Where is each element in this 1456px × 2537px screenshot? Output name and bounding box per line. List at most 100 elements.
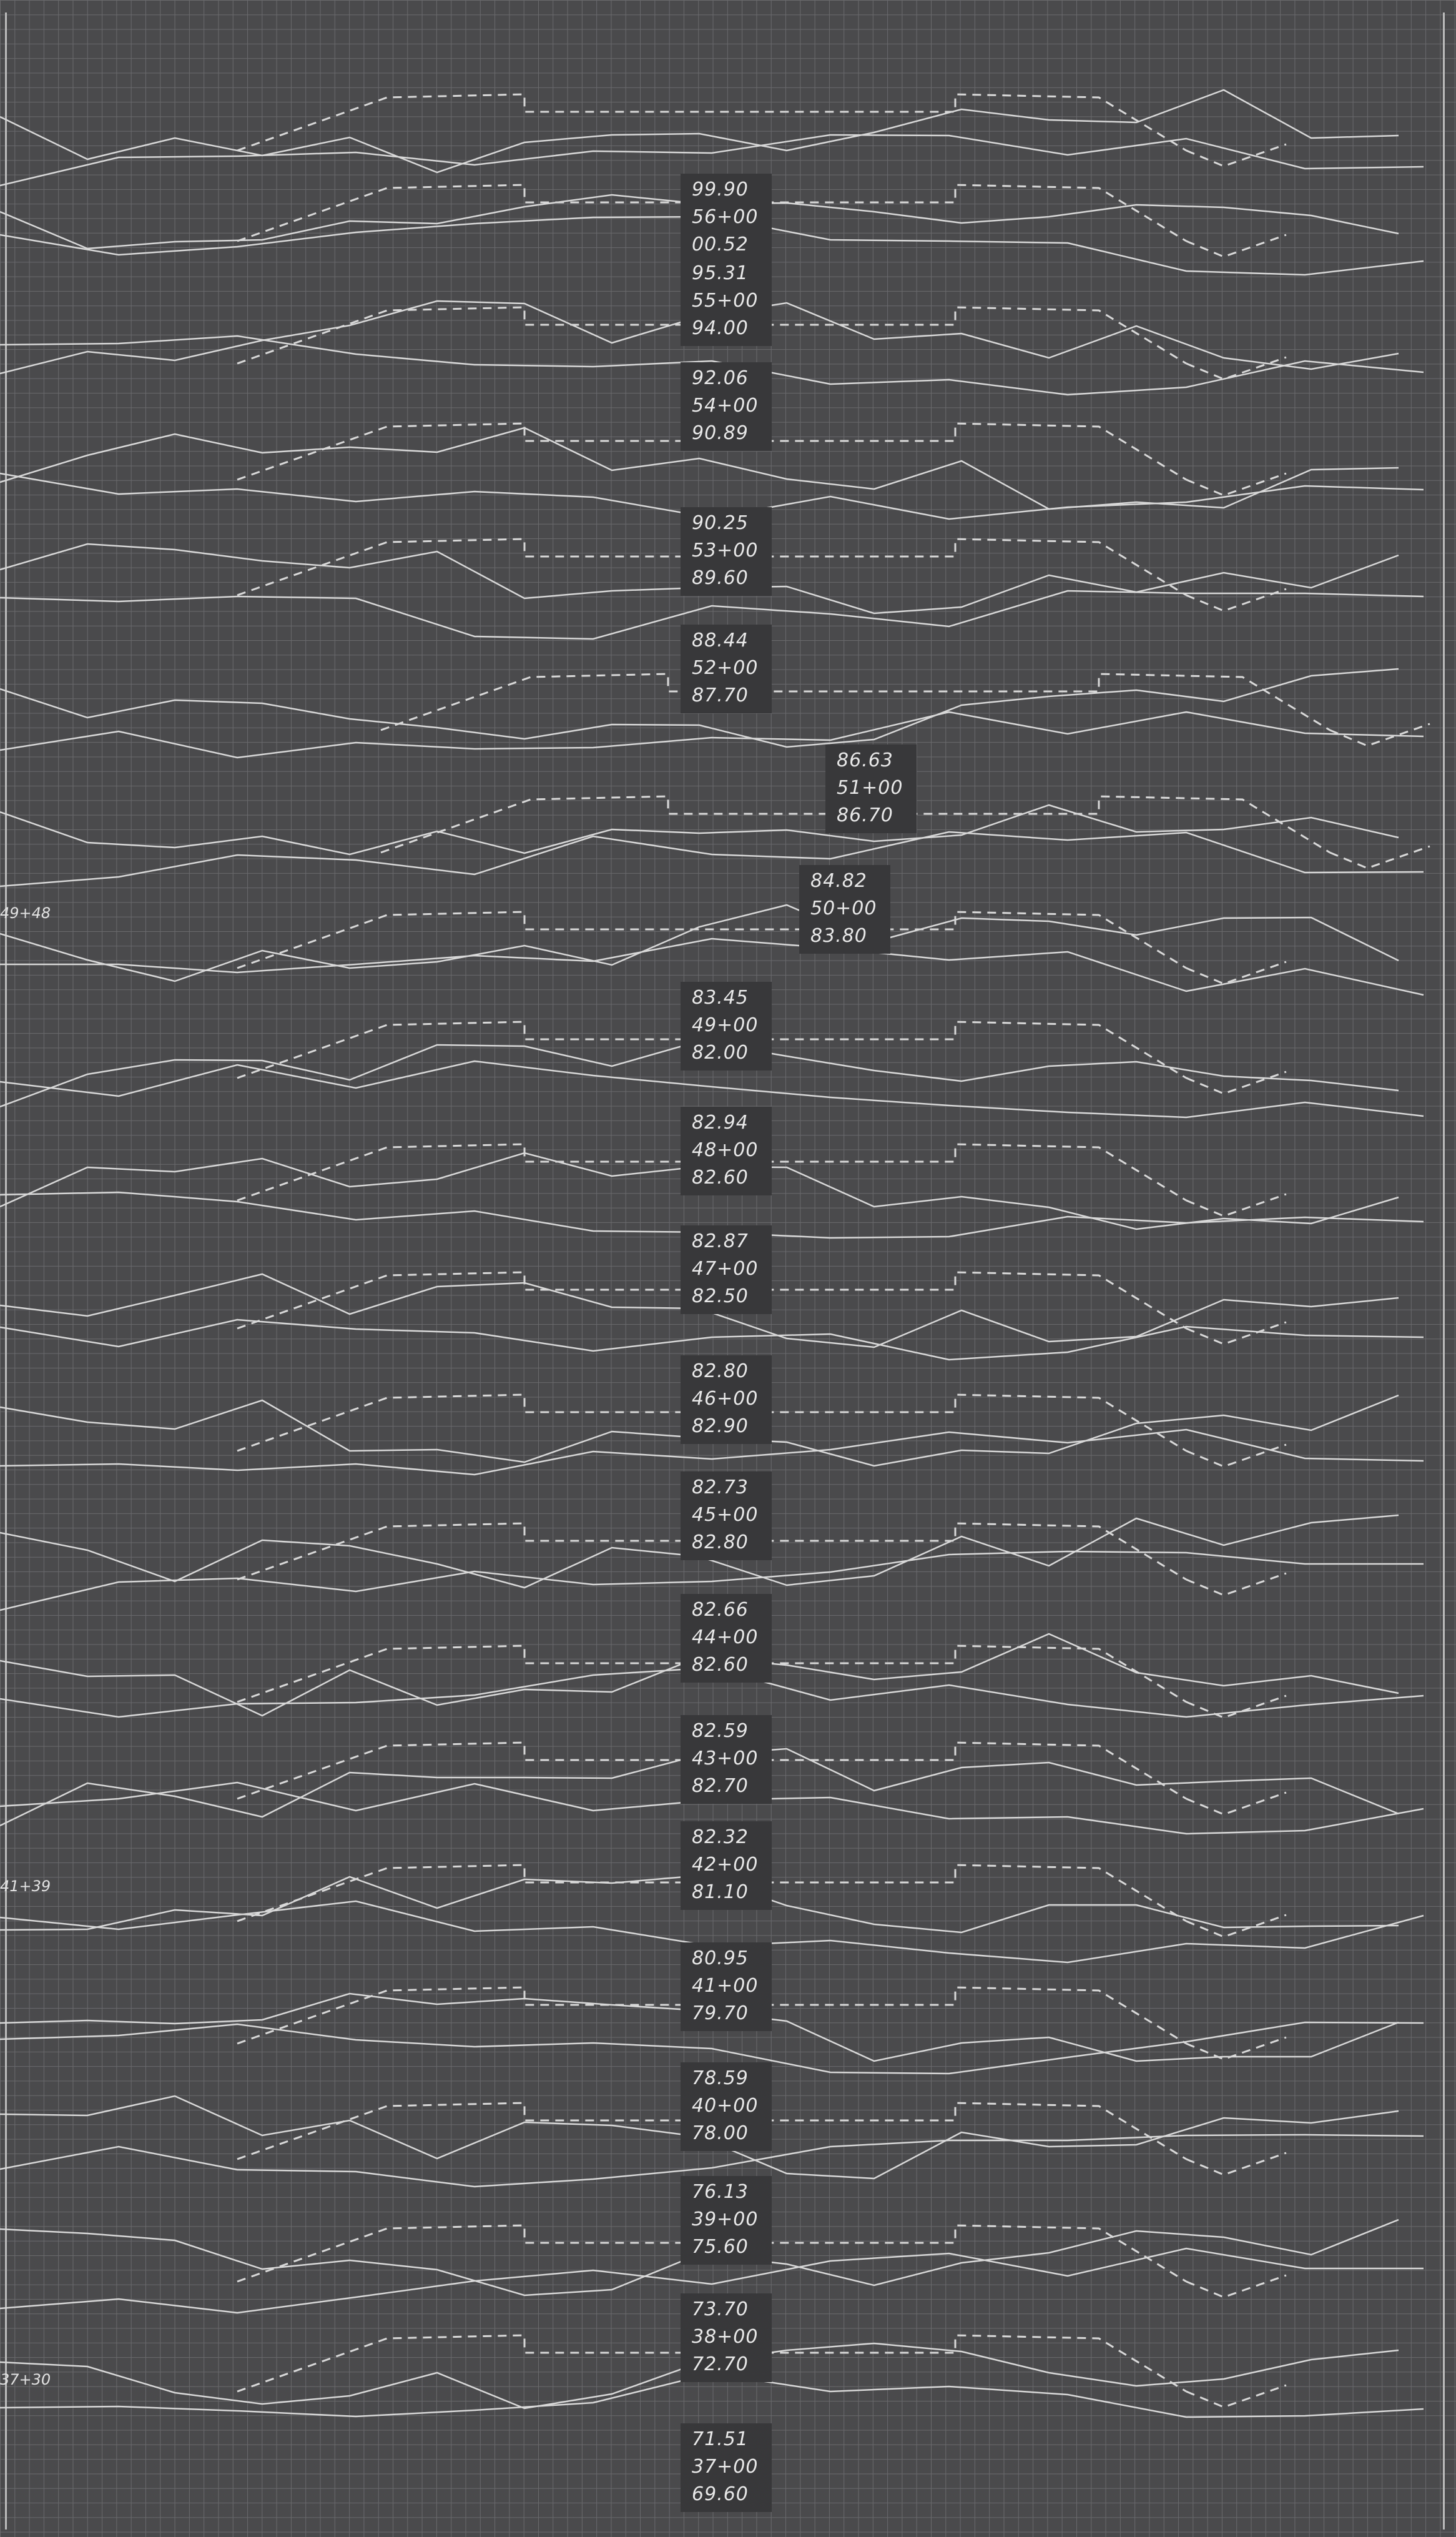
station-number: 52+00 [692,657,759,679]
surface-profile-line [0,1318,1424,1361]
finished-grade-elevation: 73.70 [692,2298,749,2320]
surface-profile-line [0,831,1424,888]
side-station-label: 49+48 [0,904,51,922]
surface-profile-line [0,1060,1424,1119]
section-label-52: 88.44 52+00 87.70 [681,625,772,713]
finished-grade-elevation: 82.94 [692,1112,749,1134]
section-label-50: 84.82 50+00 83.80 [799,865,890,954]
station-number: 50+00 [810,898,877,919]
station-number: 45+00 [692,1504,759,1526]
surface-profile-line [0,2247,1424,2314]
station-number: 43+00 [692,1748,759,1769]
surface-profile-line [0,2134,1424,2188]
section-label-37: 71.51 37+00 69.60 [681,2423,772,2512]
surface-profile-line [0,590,1424,640]
section-label-53: 90.25 53+00 89.60 [681,507,772,596]
ditch-outline [1186,234,1287,258]
section-label-51: 86.63 51+00 86.70 [825,744,917,833]
ground-profile-line [0,668,1399,748]
finished-grade-elevation: 78.59 [692,2067,749,2089]
ground-elevation: 69.60 [692,2483,749,2505]
ditch-outline [1186,1694,1287,1719]
ground-elevation: 72.70 [692,2353,749,2375]
finished-grade-elevation: 88.44 [692,630,749,651]
station-number: 54+00 [692,395,759,417]
finished-grade-elevation: 86.63 [837,749,893,771]
station-number: 51+00 [837,777,903,799]
template-outline [380,673,1331,731]
ground-elevation: 82.70 [692,1775,749,1797]
finished-grade-elevation: 99.90 [692,179,749,200]
surface-profile-line [0,2021,1424,2075]
ditch-outline [1186,472,1287,497]
ditch-outline [1186,961,1287,985]
section-label-46: 82.80 46+00 82.90 [681,1355,772,1444]
surface-profile-line [0,1550,1424,1611]
ditch-outline [1186,2152,1287,2176]
ditch-outline [1186,1572,1287,1596]
finished-grade-elevation: 71.51 [692,2428,749,2450]
ground-elevation: 87.70 [692,685,749,706]
ground-elevation: 90.89 [692,422,749,444]
surface-profile-line [0,711,1424,759]
ground-profile-line [0,427,1399,510]
finished-grade-elevation: 76.13 [692,2181,749,2203]
ground-profile-line [0,904,1399,982]
station-number: 39+00 [692,2208,759,2230]
ditch-outline [1186,2384,1287,2408]
ground-elevation: 82.60 [692,1167,749,1189]
sheet-border [5,12,1445,2530]
ditch-outline [1186,1071,1287,1095]
station-number: 55+00 [692,290,759,312]
ditch-outline [1186,1791,1287,1816]
ground-elevation: 75.60 [692,2236,749,2258]
station-number: 48+00 [692,1139,759,1161]
finished-grade-elevation: 82.59 [692,1720,749,1742]
section-label-49: 83.45 49+00 82.00 [681,982,772,1071]
section-label-44: 82.66 44+00 82.60 [681,1594,772,1683]
surface-profile-line [0,134,1424,187]
finished-grade-elevation: 82.32 [692,1826,749,1848]
ground-elevation: 00.52 [692,234,749,255]
ditch-outline [1329,845,1430,869]
ground-elevation: 82.50 [692,1285,749,1307]
section-label-56: 99.90 56+00 00.52 [681,174,772,262]
ground-elevation: 81.10 [692,1881,749,1903]
section-label-43: 82.59 43+00 82.70 [681,1715,772,1804]
ground-profile-line [0,89,1399,174]
section-label-38: 73.70 38+00 72.70 [681,2293,772,2382]
ground-elevation: 83.80 [810,925,867,947]
ditch-outline [1186,588,1287,612]
ground-elevation: 82.60 [692,1654,749,1676]
section-label-47: 82.87 47+00 82.50 [681,1225,772,1314]
ground-elevation: 86.70 [837,804,893,826]
station-number: 47+00 [692,1258,759,1280]
section-label-41: 80.95 41+00 79.70 [681,1942,772,2031]
ground-elevation: 89.60 [692,567,749,589]
finished-grade-elevation: 82.87 [692,1230,749,1252]
ground-elevation: 78.00 [692,2122,749,2144]
section-label-55: 95.31 55+00 94.00 [681,257,772,346]
station-number: 46+00 [692,1388,759,1410]
section-label-39: 76.13 39+00 75.60 [681,2176,772,2265]
side-station-label: 37+30 [0,2371,51,2388]
finished-grade-elevation: 84.82 [810,870,867,892]
station-number: 38+00 [692,2326,759,2348]
finished-grade-elevation: 92.06 [692,367,749,389]
finished-grade-elevation: 80.95 [692,1947,749,1969]
section-label-42: 82.32 42+00 81.10 [681,1821,772,1910]
ditch-outline [1186,1193,1287,1217]
ground-elevation: 79.70 [692,2002,749,2024]
ditch-outline [1186,2274,1287,2298]
template-outline [237,93,1187,152]
ditch-outline [1186,143,1287,167]
finished-grade-elevation: 82.80 [692,1360,749,1382]
ground-elevation: 82.00 [692,1042,749,1064]
section-label-45: 82.73 45+00 82.80 [681,1471,772,1560]
template-outline [237,911,1187,969]
station-number: 40+00 [692,2095,759,2117]
finished-grade-elevation: 95.31 [692,262,749,284]
surface-profile-line [0,937,1424,996]
station-number: 42+00 [692,1854,759,1876]
side-station-label: 41+39 [0,1877,51,1895]
